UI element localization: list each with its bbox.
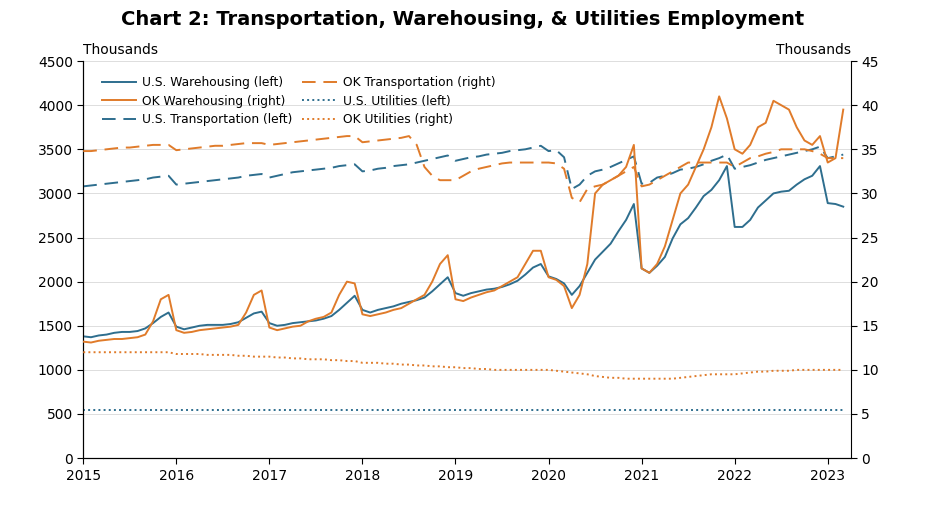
- Text: Chart 2: Transportation, Warehousing, & Utilities Employment: Chart 2: Transportation, Warehousing, & …: [121, 10, 804, 29]
- Text: Thousands: Thousands: [776, 43, 851, 57]
- Text: Thousands: Thousands: [83, 43, 158, 57]
- Legend: U.S. Warehousing (left), OK Warehousing (right), U.S. Transportation (left), OK : U.S. Warehousing (left), OK Warehousing …: [97, 71, 500, 131]
